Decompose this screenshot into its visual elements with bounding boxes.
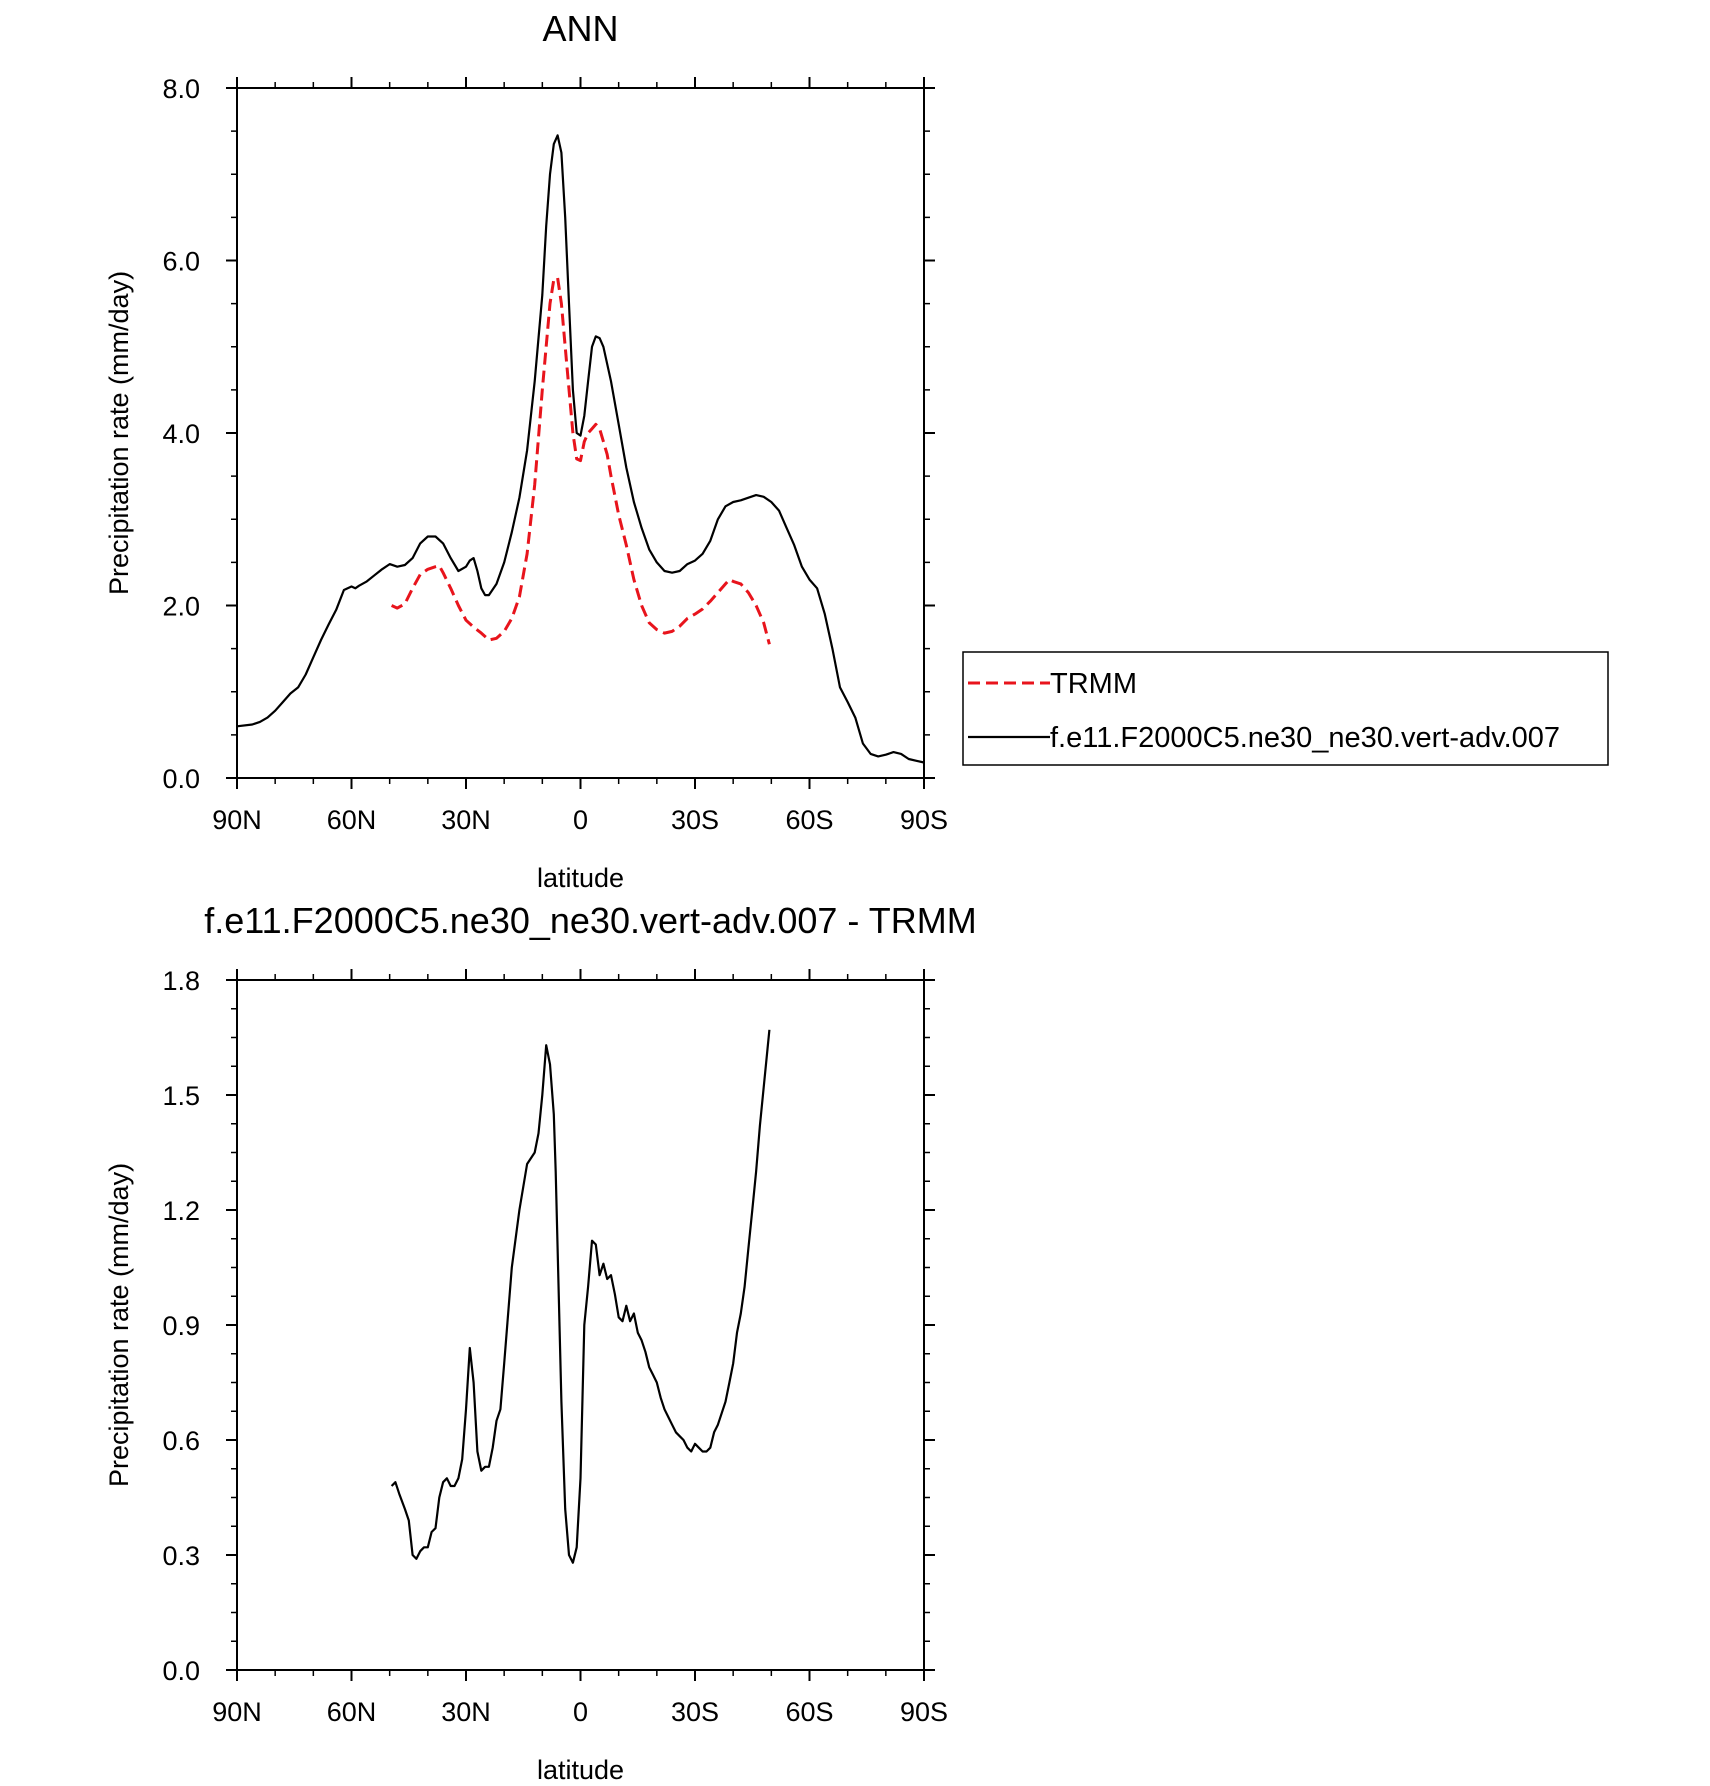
- y-tick-label: 0.0: [162, 764, 200, 794]
- x-axis-label: latitude: [537, 863, 624, 893]
- y-tick-label: 8.0: [162, 74, 200, 104]
- tick-marks: [226, 969, 935, 1681]
- y-tick-label: 4.0: [162, 419, 200, 449]
- y-tick-label: 1.5: [162, 1081, 200, 1111]
- y-tick-label: 0.6: [162, 1426, 200, 1456]
- x-tick-label: 90S: [900, 1697, 948, 1727]
- chart-title: ANN: [542, 8, 618, 49]
- x-tick-label: 0: [573, 805, 588, 835]
- x-tick-label: 0: [573, 1697, 588, 1727]
- legend-box: [962, 651, 1609, 766]
- chart-title: f.e11.F2000C5.ne30_ne30.vert-adv.007 - T…: [204, 900, 976, 941]
- x-tick-label: 30N: [441, 805, 491, 835]
- series-line-1: [236, 134, 925, 764]
- x-tick-label: 60S: [785, 1697, 833, 1727]
- plot-frame: [236, 979, 925, 1671]
- y-tick-label: 2.0: [162, 592, 200, 622]
- legend: TRMM f.e11.F2000C5.ne30_ne30.vert-adv.00…: [962, 651, 1609, 766]
- series-line-0: [390, 276, 771, 645]
- x-tick-label: 60N: [327, 805, 377, 835]
- chart-annual-precipitation: ANN 90N 60N 30N 0 30S 60S 90S 0.0 2.0 4.0 6.0 8.0 l…: [104, 8, 948, 893]
- x-tick-label: 90N: [212, 1697, 262, 1727]
- x-tick-label: 60N: [327, 1697, 377, 1727]
- x-tick-label: 90N: [212, 805, 262, 835]
- legend-label-trmm: TRMM: [1050, 668, 1137, 700]
- y-tick-label: 0.3: [162, 1541, 200, 1571]
- tick-labels: 90N 60N 30N 0 30S 60S 90S 0.0 2.0 4.0 6.0 8.0: [162, 74, 948, 835]
- y-axis-label: Precipitation rate (mm/day): [104, 271, 134, 595]
- x-tick-label: 30S: [671, 805, 719, 835]
- x-tick-label: 30S: [671, 1697, 719, 1727]
- series-lines: [236, 134, 925, 764]
- y-tick-label: 0.0: [162, 1656, 200, 1686]
- plot-frame: [236, 87, 925, 779]
- x-tick-label: 60S: [785, 805, 833, 835]
- x-tick-label: 90S: [900, 805, 948, 835]
- tick-labels: 90N 60N 30N 0 30S 60S 90S 0.0 0.3 0.6 0.9 1.2 1.5 1.8: [162, 966, 948, 1727]
- y-tick-label: 6.0: [162, 247, 200, 277]
- y-tick-label: 1.8: [162, 966, 200, 996]
- legend-label-model: f.e11.F2000C5.ne30_ne30.vert-adv.007: [1050, 722, 1560, 754]
- x-axis-label: latitude: [537, 1755, 624, 1785]
- y-tick-label: 1.2: [162, 1196, 200, 1226]
- series-line-0: [390, 1029, 771, 1564]
- y-tick-label: 0.9: [162, 1311, 200, 1341]
- x-tick-label: 30N: [441, 1697, 491, 1727]
- series-lines: [390, 1029, 771, 1564]
- y-axis-label: Precipitation rate (mm/day): [104, 1163, 134, 1487]
- chart-difference: f.e11.F2000C5.ne30_ne30.vert-adv.007 - T…: [104, 900, 977, 1785]
